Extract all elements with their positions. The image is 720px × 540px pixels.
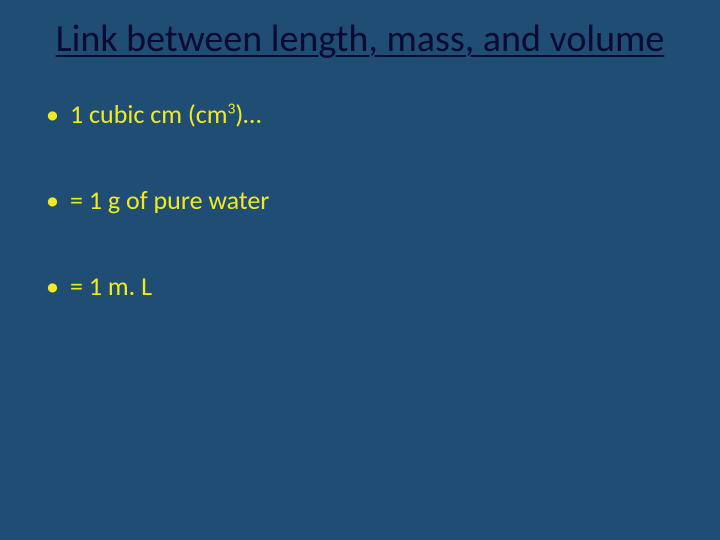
bullet-text-prefix: 1 cubic cm (cm: [70, 98, 228, 130]
bullet-item: = 1 m. L: [46, 270, 680, 302]
bullet-text-prefix: = 1 m. L: [70, 270, 152, 302]
bullet-item: = 1 g of pure water: [46, 184, 680, 216]
bullet-item: 1 cubic cm (cm3)…: [46, 98, 680, 130]
slide-title: Link between length, mass, and volume: [40, 18, 680, 62]
bullet-list: 1 cubic cm (cm3)… = 1 g of pure water = …: [40, 98, 680, 302]
bullet-text-suffix: )…: [235, 98, 261, 130]
bullet-text-prefix: = 1 g of pure water: [70, 184, 269, 216]
